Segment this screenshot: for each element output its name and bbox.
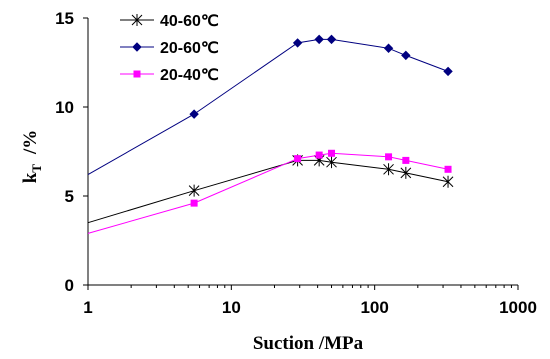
legend-item: 40-60℃ — [120, 13, 219, 30]
axes — [87, 18, 518, 286]
series-1 — [87, 154, 454, 224]
series-3-point — [294, 155, 302, 163]
y-axis-title-sub: T — [29, 164, 44, 173]
x-tick-label: 100 — [360, 298, 388, 317]
series-2-point — [314, 34, 324, 45]
series-2-point — [326, 34, 337, 45]
legend-label: 40-60℃ — [160, 13, 219, 30]
series-3-point — [402, 156, 410, 164]
series-2-point — [292, 38, 303, 48]
series-2 — [87, 34, 453, 176]
series-2-point — [401, 50, 411, 61]
x-axis-title: Suction /MPa — [253, 333, 364, 354]
y-ticks: 0 5 10 15 — [55, 9, 88, 295]
legend: 40-60℃ 20-60℃ 20-40℃ — [120, 13, 219, 84]
svg-text:kT/%: kT /% — [20, 130, 44, 184]
x-tick-label: 10 — [222, 298, 241, 317]
series-3-point — [385, 153, 393, 161]
legend-swatch-marker — [131, 14, 143, 26]
y-tick-label: 10 — [55, 98, 74, 117]
legend-swatch-marker — [133, 70, 141, 78]
series-1-point — [326, 156, 337, 169]
series-3-line — [87, 152, 449, 234]
series-3-point — [190, 199, 198, 207]
series-1-point — [400, 166, 412, 179]
legend-label: 20-60℃ — [160, 40, 219, 57]
series-1-point — [442, 175, 454, 188]
series-3-point — [328, 149, 336, 157]
series-3 — [87, 149, 452, 234]
y-tick-label: 15 — [55, 9, 74, 28]
x-ticks: 1 10 100 1000 — [83, 285, 537, 317]
y-axis-title: kT /% — [20, 130, 44, 184]
series-2-point — [189, 109, 199, 119]
series-2-line — [87, 38, 449, 176]
legend-swatch-marker — [132, 42, 142, 52]
series-1-point — [188, 184, 200, 197]
legend-item: 20-60℃ — [120, 40, 219, 57]
series-2-point — [383, 43, 394, 53]
series-2-point — [443, 66, 453, 77]
legend-label: 20-40℃ — [160, 67, 219, 84]
series-3-point — [315, 151, 323, 159]
y-axis-title-main: k — [20, 172, 41, 183]
series-layer — [87, 34, 454, 234]
series-1-line — [87, 159, 449, 224]
y-axis-title-unit: /% — [20, 130, 41, 155]
x-tick-label: 1000 — [499, 298, 537, 317]
legend-item: 20-40℃ — [120, 67, 219, 84]
y-tick-label: 5 — [65, 187, 74, 206]
y-tick-label: 0 — [65, 276, 74, 295]
series-3-point — [444, 165, 452, 173]
x-tick-label: 1 — [83, 298, 92, 317]
series-1-point — [383, 163, 394, 176]
